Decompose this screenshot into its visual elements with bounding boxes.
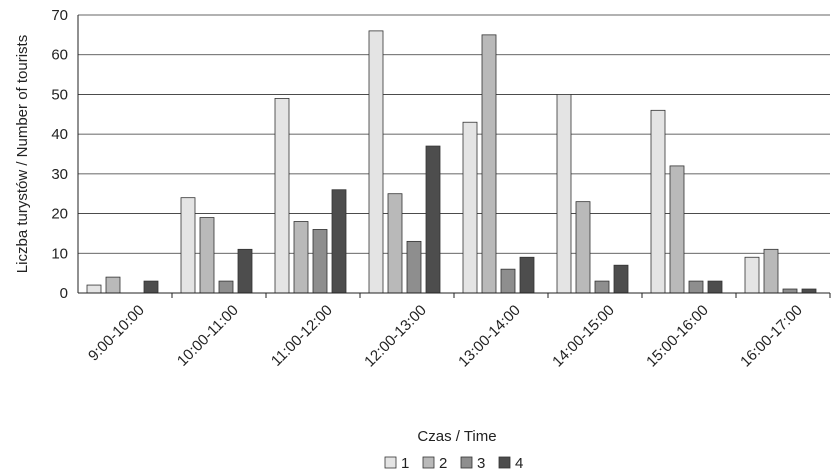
y-tick-label: 70 bbox=[51, 7, 68, 24]
x-tick-label: 9:00-10:00 bbox=[85, 302, 148, 365]
bar bbox=[650, 109, 666, 294]
bar bbox=[180, 197, 196, 294]
bar bbox=[556, 94, 572, 294]
bar bbox=[613, 264, 629, 294]
bar bbox=[519, 256, 535, 294]
y-tick-label: 0 bbox=[60, 285, 68, 302]
y-tick-label: 40 bbox=[51, 126, 68, 143]
bar bbox=[782, 288, 798, 294]
legend-swatch bbox=[384, 456, 397, 469]
legend-swatch bbox=[498, 456, 511, 469]
legend-label: 2 bbox=[439, 455, 447, 472]
bar bbox=[86, 284, 102, 294]
bar bbox=[801, 288, 817, 294]
bar bbox=[218, 280, 234, 294]
bar bbox=[406, 240, 422, 294]
y-tick-labels: 0 10 20 30 40 50 60 70 bbox=[51, 7, 68, 302]
bar bbox=[387, 193, 403, 294]
y-tick-label: 20 bbox=[51, 206, 68, 223]
bar bbox=[688, 280, 704, 294]
x-tick-label: 12:00-13:00 bbox=[361, 302, 430, 371]
bar bbox=[331, 189, 347, 294]
legend-swatch bbox=[460, 456, 473, 469]
bar bbox=[368, 30, 384, 294]
bar bbox=[707, 280, 723, 294]
x-tick-label: 10:00-11:00 bbox=[174, 302, 242, 370]
y-tick-label: 60 bbox=[51, 47, 68, 64]
x-tick-label: 13:00-14:00 bbox=[455, 302, 524, 371]
bar bbox=[425, 145, 441, 294]
x-tick-label: 14:00-15:00 bbox=[549, 302, 618, 371]
bar bbox=[594, 280, 610, 294]
axes bbox=[77, 15, 831, 298]
bar bbox=[763, 248, 779, 294]
bar bbox=[199, 217, 215, 294]
x-tick-label: 16:00-17:00 bbox=[737, 302, 806, 371]
bar bbox=[237, 248, 253, 294]
legend-swatch bbox=[422, 456, 435, 469]
bar bbox=[575, 201, 591, 294]
x-tick-label: 11:00-12:00 bbox=[268, 302, 336, 370]
x-tick-labels: 9:00-10:00 10:00-11:00 11:00-12:00 12:00-13… bbox=[85, 302, 806, 371]
bar bbox=[744, 256, 760, 294]
bar bbox=[500, 268, 516, 294]
bar bbox=[105, 276, 121, 294]
y-tick-label: 30 bbox=[51, 166, 68, 183]
bar bbox=[274, 98, 290, 294]
x-axis-title: Czas / Time bbox=[417, 428, 496, 445]
legend-label: 1 bbox=[401, 455, 409, 472]
legend-label: 3 bbox=[477, 455, 485, 472]
bar bbox=[143, 280, 159, 294]
bar bbox=[462, 121, 478, 294]
y-axis-title: Liczba turystów / Number of tourists bbox=[14, 35, 31, 273]
x-tick-label: 15:00-16:00 bbox=[643, 302, 712, 371]
bar bbox=[481, 34, 497, 294]
bar bbox=[293, 221, 309, 294]
gridlines bbox=[78, 14, 830, 254]
y-tick-label: 10 bbox=[51, 245, 68, 262]
bar bbox=[669, 165, 685, 294]
bar bbox=[312, 229, 328, 294]
y-tick-label: 50 bbox=[51, 86, 68, 103]
legend: 1 2 3 4 bbox=[384, 455, 523, 472]
legend-label: 4 bbox=[515, 455, 523, 472]
